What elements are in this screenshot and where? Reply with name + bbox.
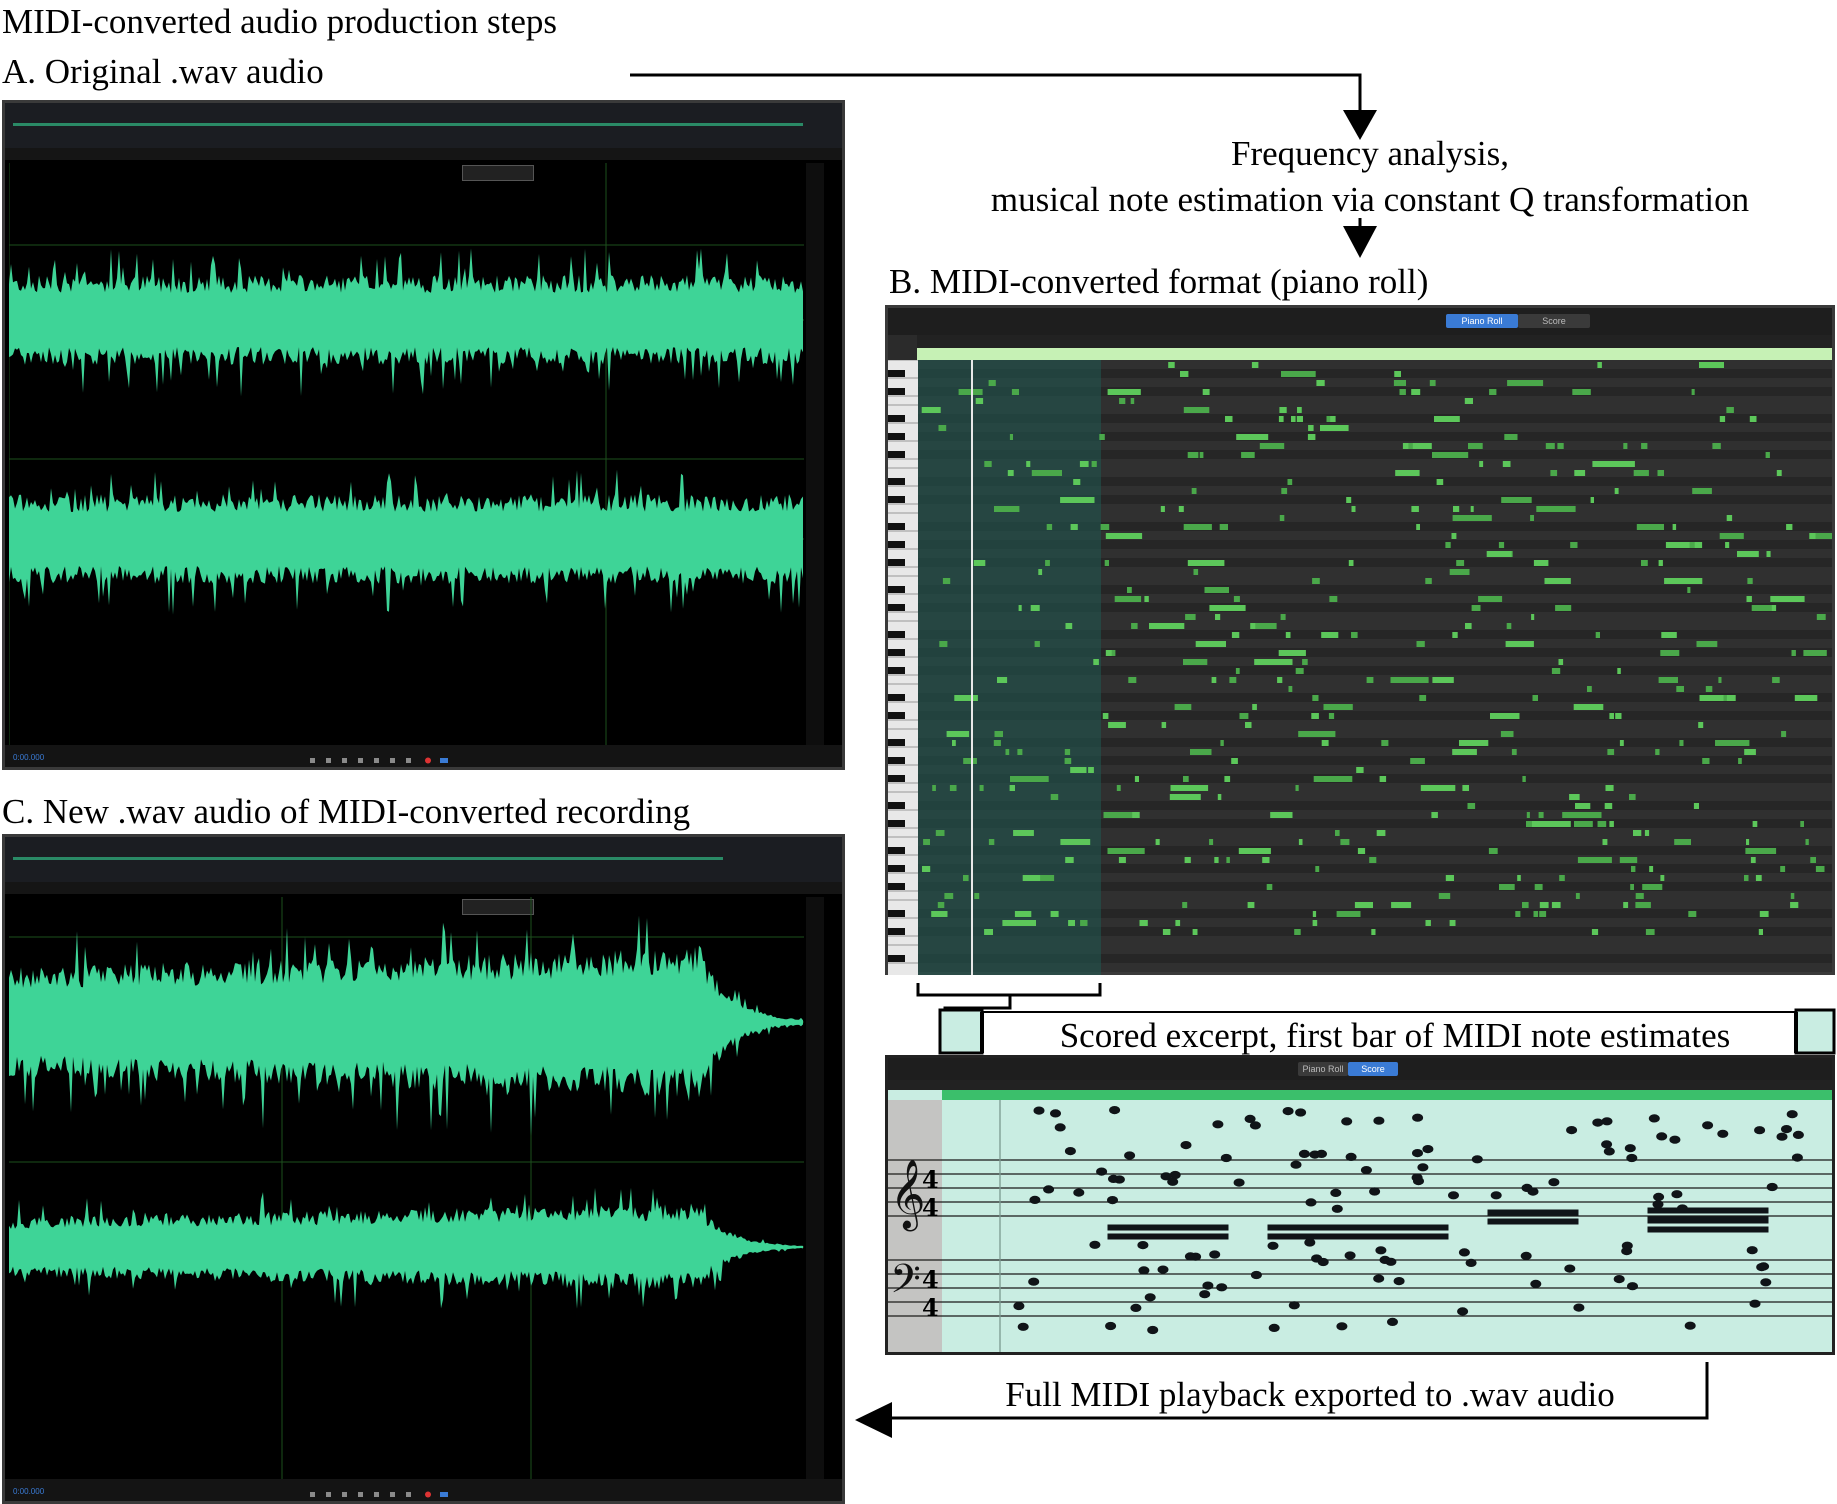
bar-ruler (888, 1080, 1832, 1090)
clef-column (888, 1100, 942, 1352)
waveform-editor-midi-render: 0:00.000 (2, 834, 845, 1504)
score-staff: 𝄞 𝄢 4 4 4 4 (888, 1100, 1832, 1352)
hud-volume[interactable] (462, 899, 534, 915)
section-c-label: C. New .wav audio of MIDI-converted reco… (2, 792, 691, 831)
section-a-label: A. Original .wav audio (2, 52, 324, 91)
tab-piano-roll[interactable]: Piano Roll (1446, 314, 1518, 328)
excerpt-label: Scored excerpt, first bar of MIDI note e… (1059, 1016, 1731, 1055)
piano-roll-editor: Piano Roll Score (885, 305, 1835, 975)
svg-text:𝄢: 𝄢 (890, 1256, 921, 1312)
svg-text:𝄞: 𝄞 (890, 1159, 925, 1231)
playback-label: Full MIDI playback exported to .wav audi… (1005, 1375, 1615, 1414)
transport-bar (5, 745, 842, 767)
analysis-line-2: musical note estimation via constant Q t… (990, 180, 1750, 219)
first-bar-highlight (918, 360, 1101, 975)
amplitude-scale (806, 897, 824, 1482)
figure-title: MIDI-converted audio production steps (2, 2, 557, 41)
tab-score[interactable]: Score (1348, 1062, 1398, 1076)
waveform-a (9, 163, 804, 748)
svg-text:4: 4 (922, 1193, 939, 1222)
tab-score[interactable]: Score (1518, 314, 1590, 328)
tab-piano-roll[interactable]: Piano Roll (1298, 1062, 1348, 1076)
region-header[interactable] (917, 348, 1832, 360)
piano-keyboard[interactable] (888, 360, 918, 975)
time-ruler[interactable] (5, 148, 842, 160)
transport-controls[interactable] (310, 752, 480, 764)
timecode-a: 0:00.000 (13, 753, 45, 762)
analysis-line-1: Frequency analysis, (1231, 134, 1509, 173)
arrow-b-to-c (880, 1362, 1709, 1420)
transport-bar (5, 1479, 842, 1501)
score-excerpt: Piano Roll Score 𝄞 𝄢 4 4 4 4 (885, 1055, 1835, 1355)
svg-text:4: 4 (922, 1293, 939, 1322)
piano-roll-header (888, 308, 1832, 335)
time-ruler[interactable] (5, 882, 842, 894)
waveform-editor-original: 0:00.000 (2, 100, 845, 770)
svg-text:4: 4 (922, 1265, 939, 1294)
transport-controls[interactable] (310, 1486, 480, 1498)
amplitude-scale (806, 163, 824, 748)
waveform-c (9, 897, 804, 1482)
arrow-a-to-analysis (630, 73, 1362, 118)
overview-waveform (13, 123, 803, 126)
bar-ruler[interactable] (917, 335, 1832, 348)
hud-volume[interactable] (462, 165, 534, 181)
timecode-c: 0:00.000 (13, 1487, 45, 1496)
section-b-label: B. MIDI-converted format (piano roll) (889, 262, 1429, 301)
svg-text:4: 4 (922, 1165, 939, 1194)
region-header (942, 1090, 1832, 1100)
note-grid[interactable] (918, 360, 1832, 975)
overview-waveform (13, 857, 723, 860)
